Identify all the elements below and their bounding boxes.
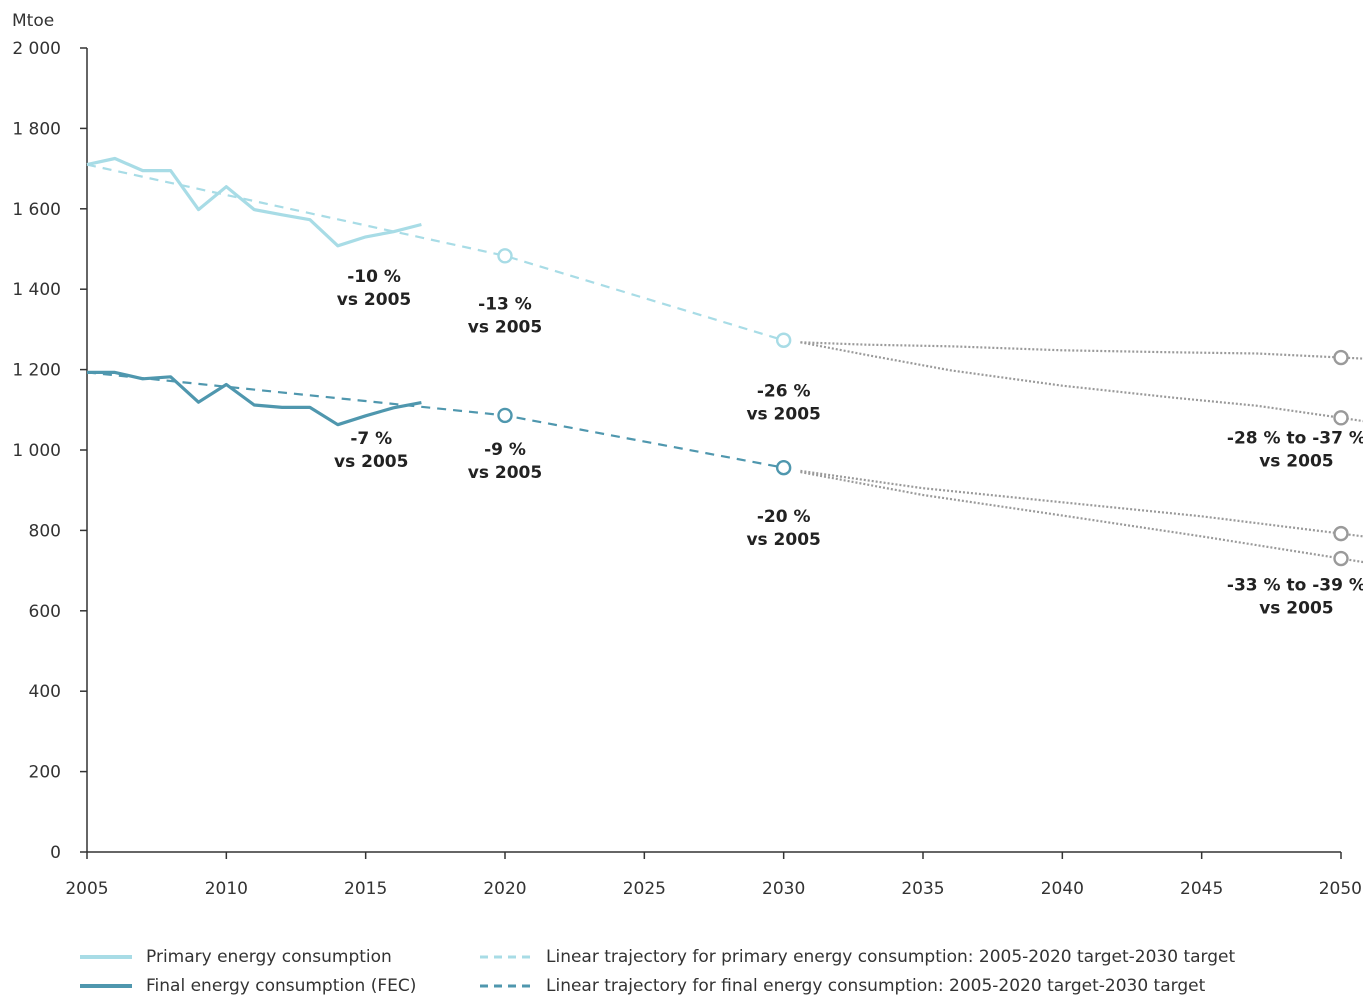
x-tick-label: 2030 bbox=[762, 879, 805, 899]
projection-line-2 bbox=[800, 341, 1363, 423]
annotation-line: -7 % bbox=[350, 429, 392, 449]
y-tick-label: 0 bbox=[50, 843, 61, 863]
annotation-label: -33 % to -39 % vs 2005 bbox=[1227, 575, 1363, 618]
annotation-line: vs 2005 bbox=[468, 317, 542, 337]
projection-line-3 bbox=[800, 469, 1363, 538]
y-tick-label: 600 bbox=[29, 602, 61, 622]
legend-item-primary-trajectory: Linear trajectory for primary energy con… bbox=[478, 946, 1235, 968]
trajectory-line-1 bbox=[86, 163, 785, 342]
annotation-line: -10 % bbox=[347, 267, 401, 287]
annotation-label: -13 % vs 2005 bbox=[468, 294, 542, 337]
x-tick-label: 2010 bbox=[205, 879, 248, 899]
target-marker bbox=[1333, 349, 1349, 366]
annotation-label: -20 % vs 2005 bbox=[746, 507, 820, 550]
target-marker bbox=[497, 407, 513, 424]
annotation-line: vs 2005 bbox=[746, 530, 820, 550]
energy-consumption-chart: Mtoe 0 200 400 600 800 1 000 1 200 1 400 1 600 1 … bbox=[12, 11, 1363, 899]
x-tick-label: 2015 bbox=[344, 879, 387, 899]
legend-item-final: Final energy consumption (FEC) bbox=[78, 975, 416, 997]
legend-item-final-trajectory: Linear trajectory for final energy consu… bbox=[478, 975, 1205, 997]
y-tick-label: 800 bbox=[29, 521, 61, 541]
annotation-layer: -10 % vs 2005 -13 % vs 2005-26 % vs 2005-28 … bbox=[334, 267, 1363, 618]
annotation-label: -7 % vs 2005 bbox=[334, 429, 408, 472]
annotation-line: -9 % bbox=[484, 440, 526, 460]
y-tick-label: 1 800 bbox=[12, 119, 61, 139]
y-tick-label: 1 400 bbox=[12, 280, 61, 300]
x-tick-label: 2045 bbox=[1180, 879, 1223, 899]
target-marker bbox=[775, 459, 792, 476]
x-tick-label: 2035 bbox=[901, 879, 944, 899]
legend-swatch-primary-trajectory bbox=[478, 952, 534, 962]
legend-swatch-primary bbox=[78, 952, 134, 962]
projection-line-4 bbox=[800, 471, 1363, 564]
legend: Primary energy consumption Final energy … bbox=[78, 944, 1348, 1000]
annotation-line: vs 2005 bbox=[468, 463, 542, 483]
annotation-line: vs 2005 bbox=[746, 405, 820, 425]
target-marker bbox=[497, 248, 513, 264]
annotation-line: vs 2005 bbox=[334, 452, 408, 472]
legend-swatch-final-trajectory bbox=[478, 981, 534, 991]
target-marker bbox=[1333, 410, 1349, 426]
legend-label-primary: Primary energy consumption bbox=[146, 947, 392, 967]
x-tick-label: 2040 bbox=[1041, 879, 1084, 899]
trajectory-line-2 bbox=[86, 371, 784, 469]
legend-swatch-final bbox=[78, 981, 134, 991]
series-layer bbox=[86, 156, 785, 469]
annotation-line: -33 % to -39 % bbox=[1227, 575, 1363, 595]
y-tick-label: 2 000 bbox=[12, 39, 61, 59]
target-marker bbox=[1333, 550, 1349, 567]
legend-label-primary-trajectory: Linear trajectory for primary energy con… bbox=[546, 947, 1236, 967]
y-tick-label: 1 200 bbox=[12, 361, 61, 381]
legend-label-final: Final energy consumption (FEC) bbox=[146, 976, 417, 996]
annotation-line: -28 % to -37 % bbox=[1227, 429, 1363, 449]
series-line-1 bbox=[86, 156, 422, 248]
annotation-line: vs 2005 bbox=[1259, 598, 1333, 618]
legend-item-primary: Primary energy consumption bbox=[78, 946, 392, 968]
x-tick-label: 2020 bbox=[483, 879, 526, 899]
tick-layer: 0 200 400 600 800 1 000 1 200 1 400 1 600 1 800 2 … bbox=[12, 39, 1362, 899]
y-tick-label: 1 600 bbox=[12, 200, 61, 220]
annotation-line: vs 2005 bbox=[1259, 452, 1333, 472]
series-line-2 bbox=[87, 370, 422, 427]
x-tick-label: 2005 bbox=[65, 879, 108, 899]
target-marker bbox=[1333, 525, 1349, 542]
y-tick-label: 400 bbox=[29, 682, 61, 702]
annotation-label: -9 % vs 2005 bbox=[468, 440, 542, 483]
annotation-label: -26 % vs 2005 bbox=[746, 382, 820, 425]
y-tick-label: 1 000 bbox=[12, 441, 61, 461]
marker-layer bbox=[497, 248, 1349, 567]
target-marker bbox=[775, 332, 792, 348]
annotation-label: -28 % to -37 % vs 2005 bbox=[1227, 429, 1363, 472]
annotation-line: -13 % bbox=[478, 294, 532, 314]
annotation-label: -10 % vs 2005 bbox=[337, 267, 411, 310]
y-tick-label: 200 bbox=[29, 763, 61, 783]
legend-label-final-trajectory: Linear trajectory for final energy consu… bbox=[546, 976, 1206, 996]
x-tick-label: 2025 bbox=[623, 879, 666, 899]
annotation-line: vs 2005 bbox=[337, 290, 411, 310]
y-axis-unit-label: Mtoe bbox=[12, 11, 54, 31]
x-tick-label: 2050 bbox=[1319, 879, 1362, 899]
annotation-line: -26 % bbox=[757, 382, 811, 402]
projection-line-1 bbox=[800, 341, 1363, 360]
annotation-line: -20 % bbox=[757, 507, 811, 527]
